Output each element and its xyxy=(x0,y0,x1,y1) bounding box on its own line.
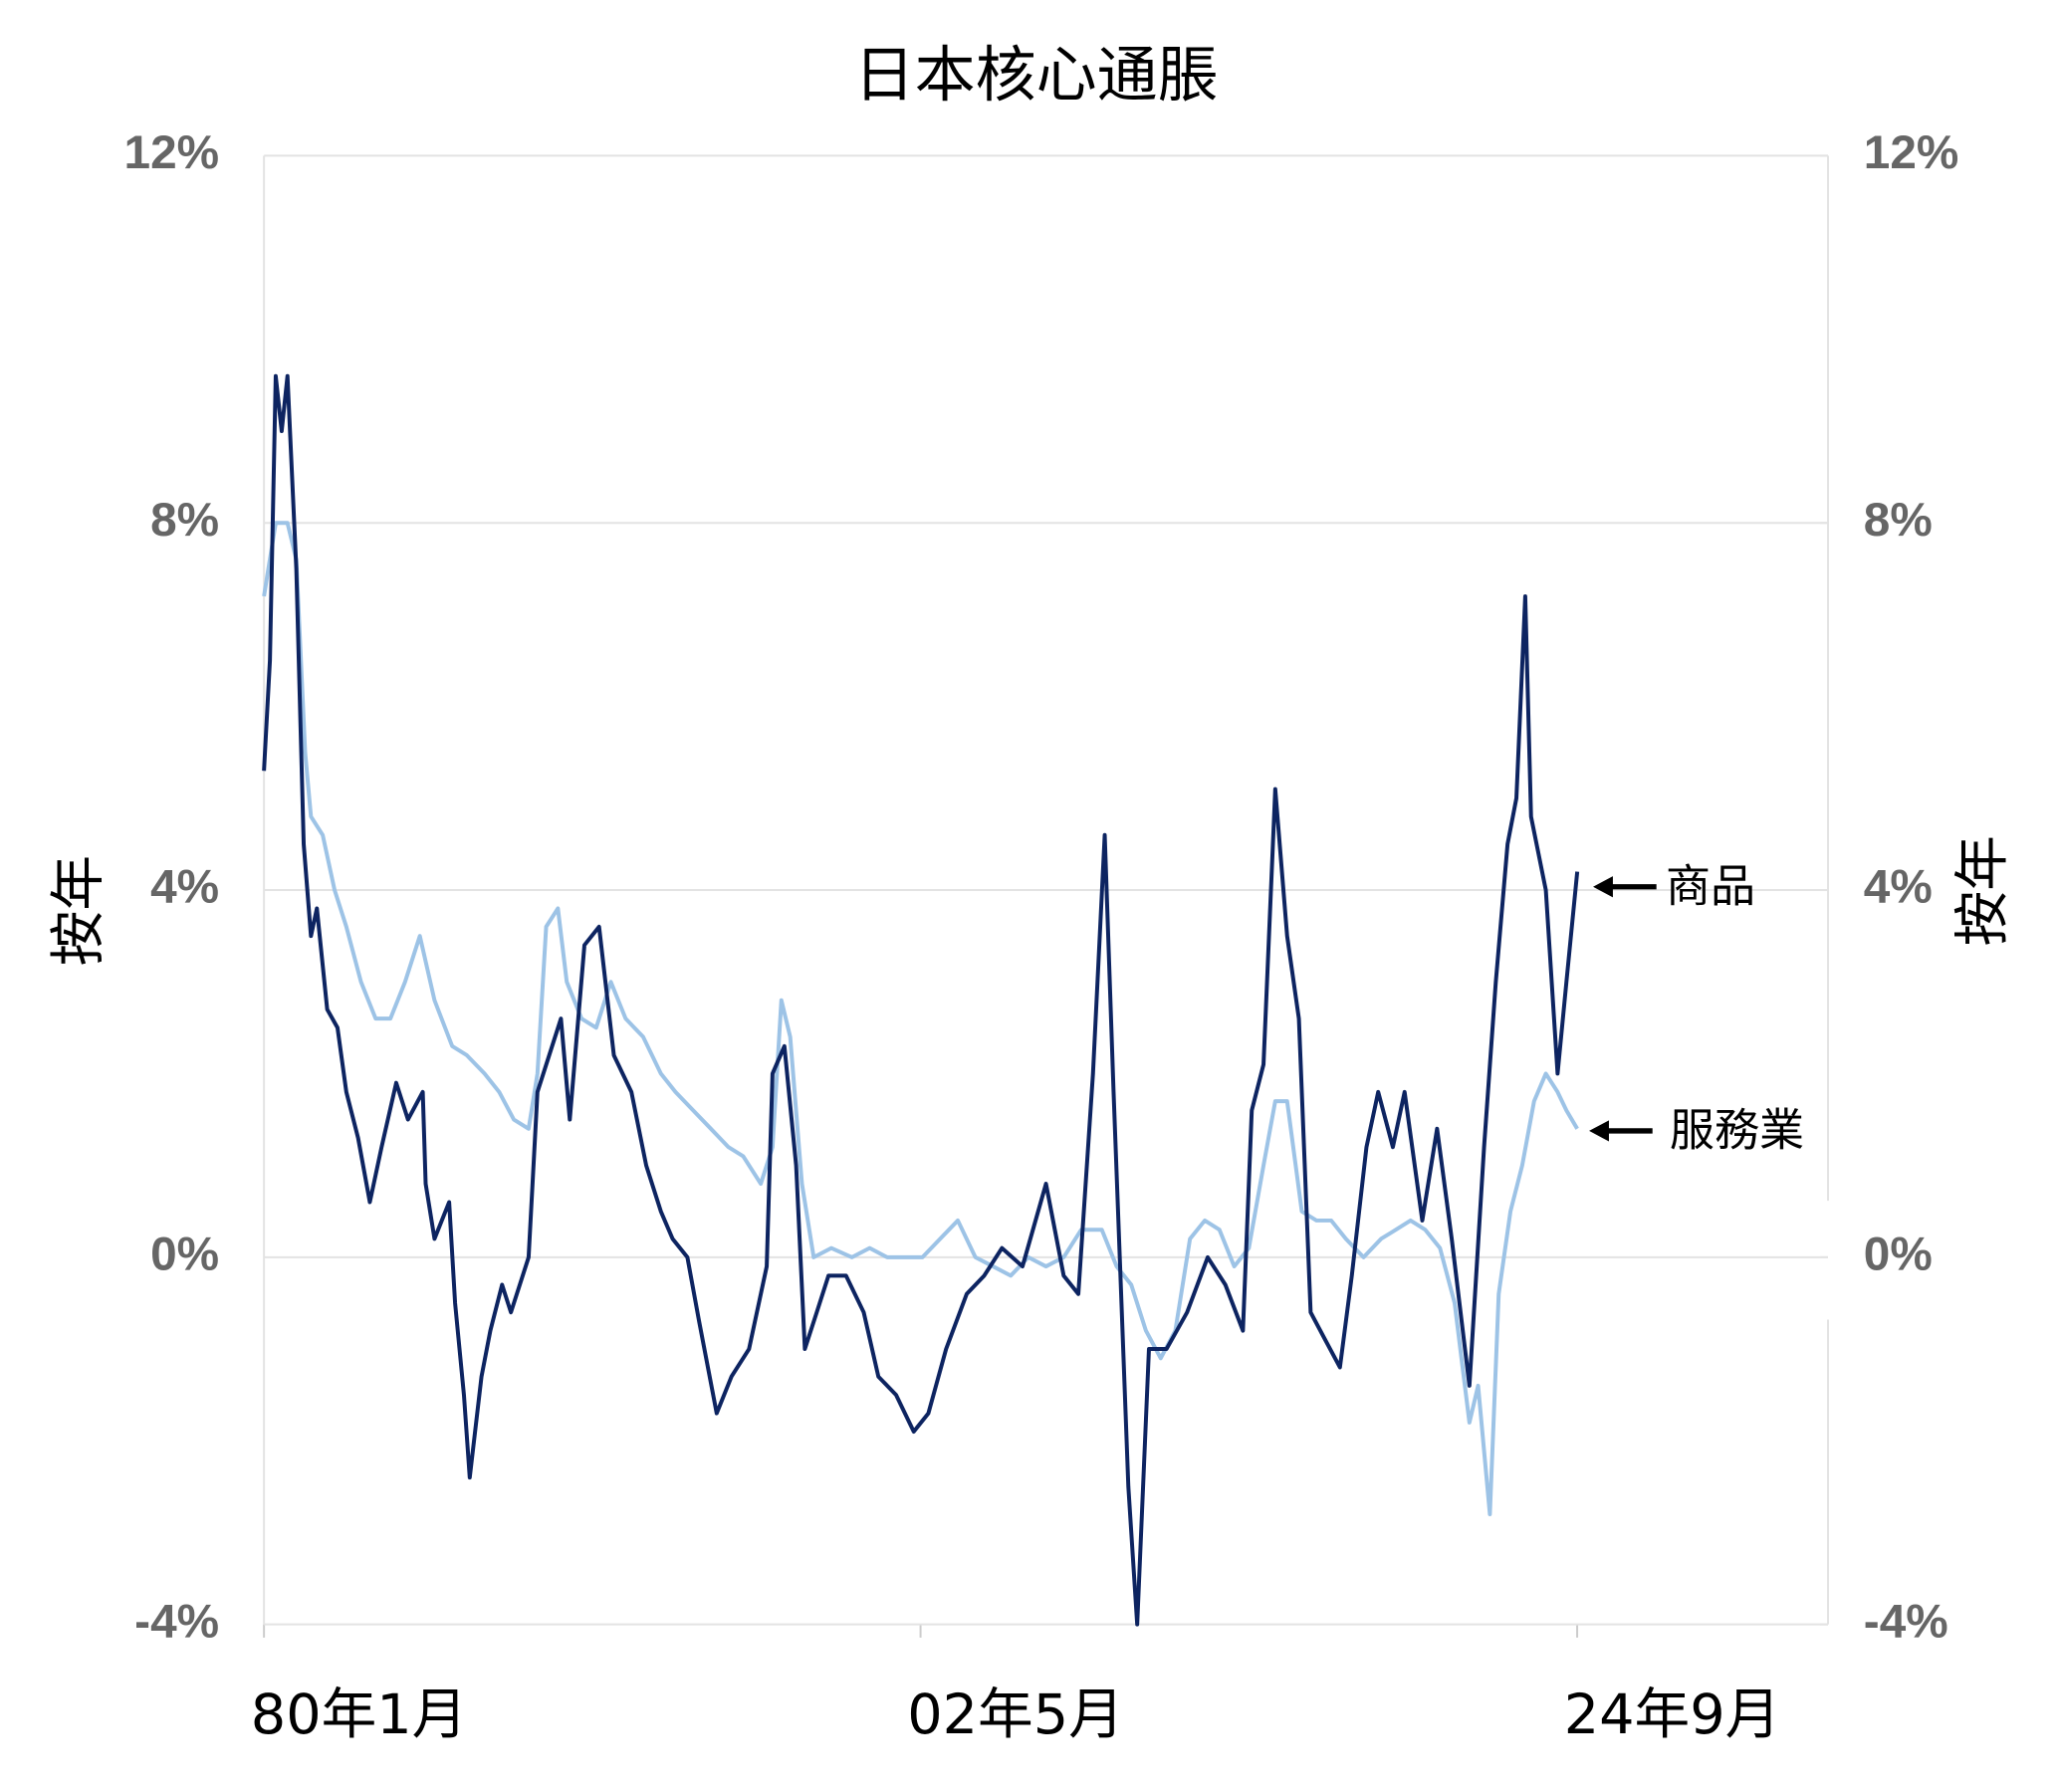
y2-tick-label: 4% xyxy=(1864,861,1933,914)
annotation-arrow xyxy=(1589,876,1657,1142)
y-tick-label: -4% xyxy=(134,1595,219,1648)
series-line xyxy=(262,373,1580,1627)
series-line xyxy=(262,521,1579,1516)
x-tick-label: 80年1月 xyxy=(251,1682,468,1747)
x-tick-label: 24年9月 xyxy=(1564,1682,1781,1747)
y2-tick-label: 8% xyxy=(1864,494,1933,547)
y-axis-label: 按年 xyxy=(46,855,111,966)
annotation: 商品 xyxy=(1666,859,1755,912)
x-tick-label: 02年5月 xyxy=(907,1682,1124,1747)
y-tick-label: 12% xyxy=(124,126,220,179)
y-tick-label: 4% xyxy=(150,861,219,914)
y2-tick-label: 0% xyxy=(1864,1228,1933,1280)
y2-tick-label: -4% xyxy=(1864,1595,1948,1648)
y2-tick-label: 12% xyxy=(1864,126,1959,179)
annotation: 服務業 xyxy=(1670,1104,1804,1157)
y-tick-label: 0% xyxy=(150,1228,219,1280)
y-tick-label: 8% xyxy=(150,494,219,547)
y2-axis-label: 按年 xyxy=(1950,835,2015,946)
chart-title: 日本核心通脹 xyxy=(854,40,1219,111)
